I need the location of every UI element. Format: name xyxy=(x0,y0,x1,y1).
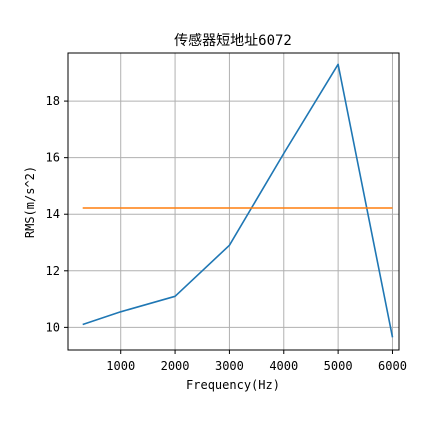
series-line-1 xyxy=(82,63,394,338)
y-tick-label: 12 xyxy=(46,264,60,278)
x-axis: 1000 2000 3000 4000 5000 6000 xyxy=(106,350,407,373)
x-tick-label: 2000 xyxy=(161,359,190,373)
x-tick-label: 3000 xyxy=(215,359,244,373)
y-axis-label: RMS(m/s^2) xyxy=(23,166,37,238)
x-tick-label: 5000 xyxy=(324,359,353,373)
y-tick-label: 18 xyxy=(46,94,60,108)
y-tick-label: 10 xyxy=(46,320,60,334)
x-tick-label: 4000 xyxy=(269,359,298,373)
series-layer xyxy=(82,63,394,338)
x-tick-label: 1000 xyxy=(106,359,135,373)
grid xyxy=(68,53,399,350)
plot-frame xyxy=(67,52,400,351)
y-axis: 10 12 14 16 18 xyxy=(46,94,68,334)
y-tick-label: 14 xyxy=(46,207,60,221)
x-axis-label: Frequency(Hz) xyxy=(186,378,280,392)
chart-title: 传感器短地址6072 xyxy=(174,32,292,49)
y-tick-label: 16 xyxy=(46,151,60,165)
x-tick-label: 6000 xyxy=(378,359,407,373)
